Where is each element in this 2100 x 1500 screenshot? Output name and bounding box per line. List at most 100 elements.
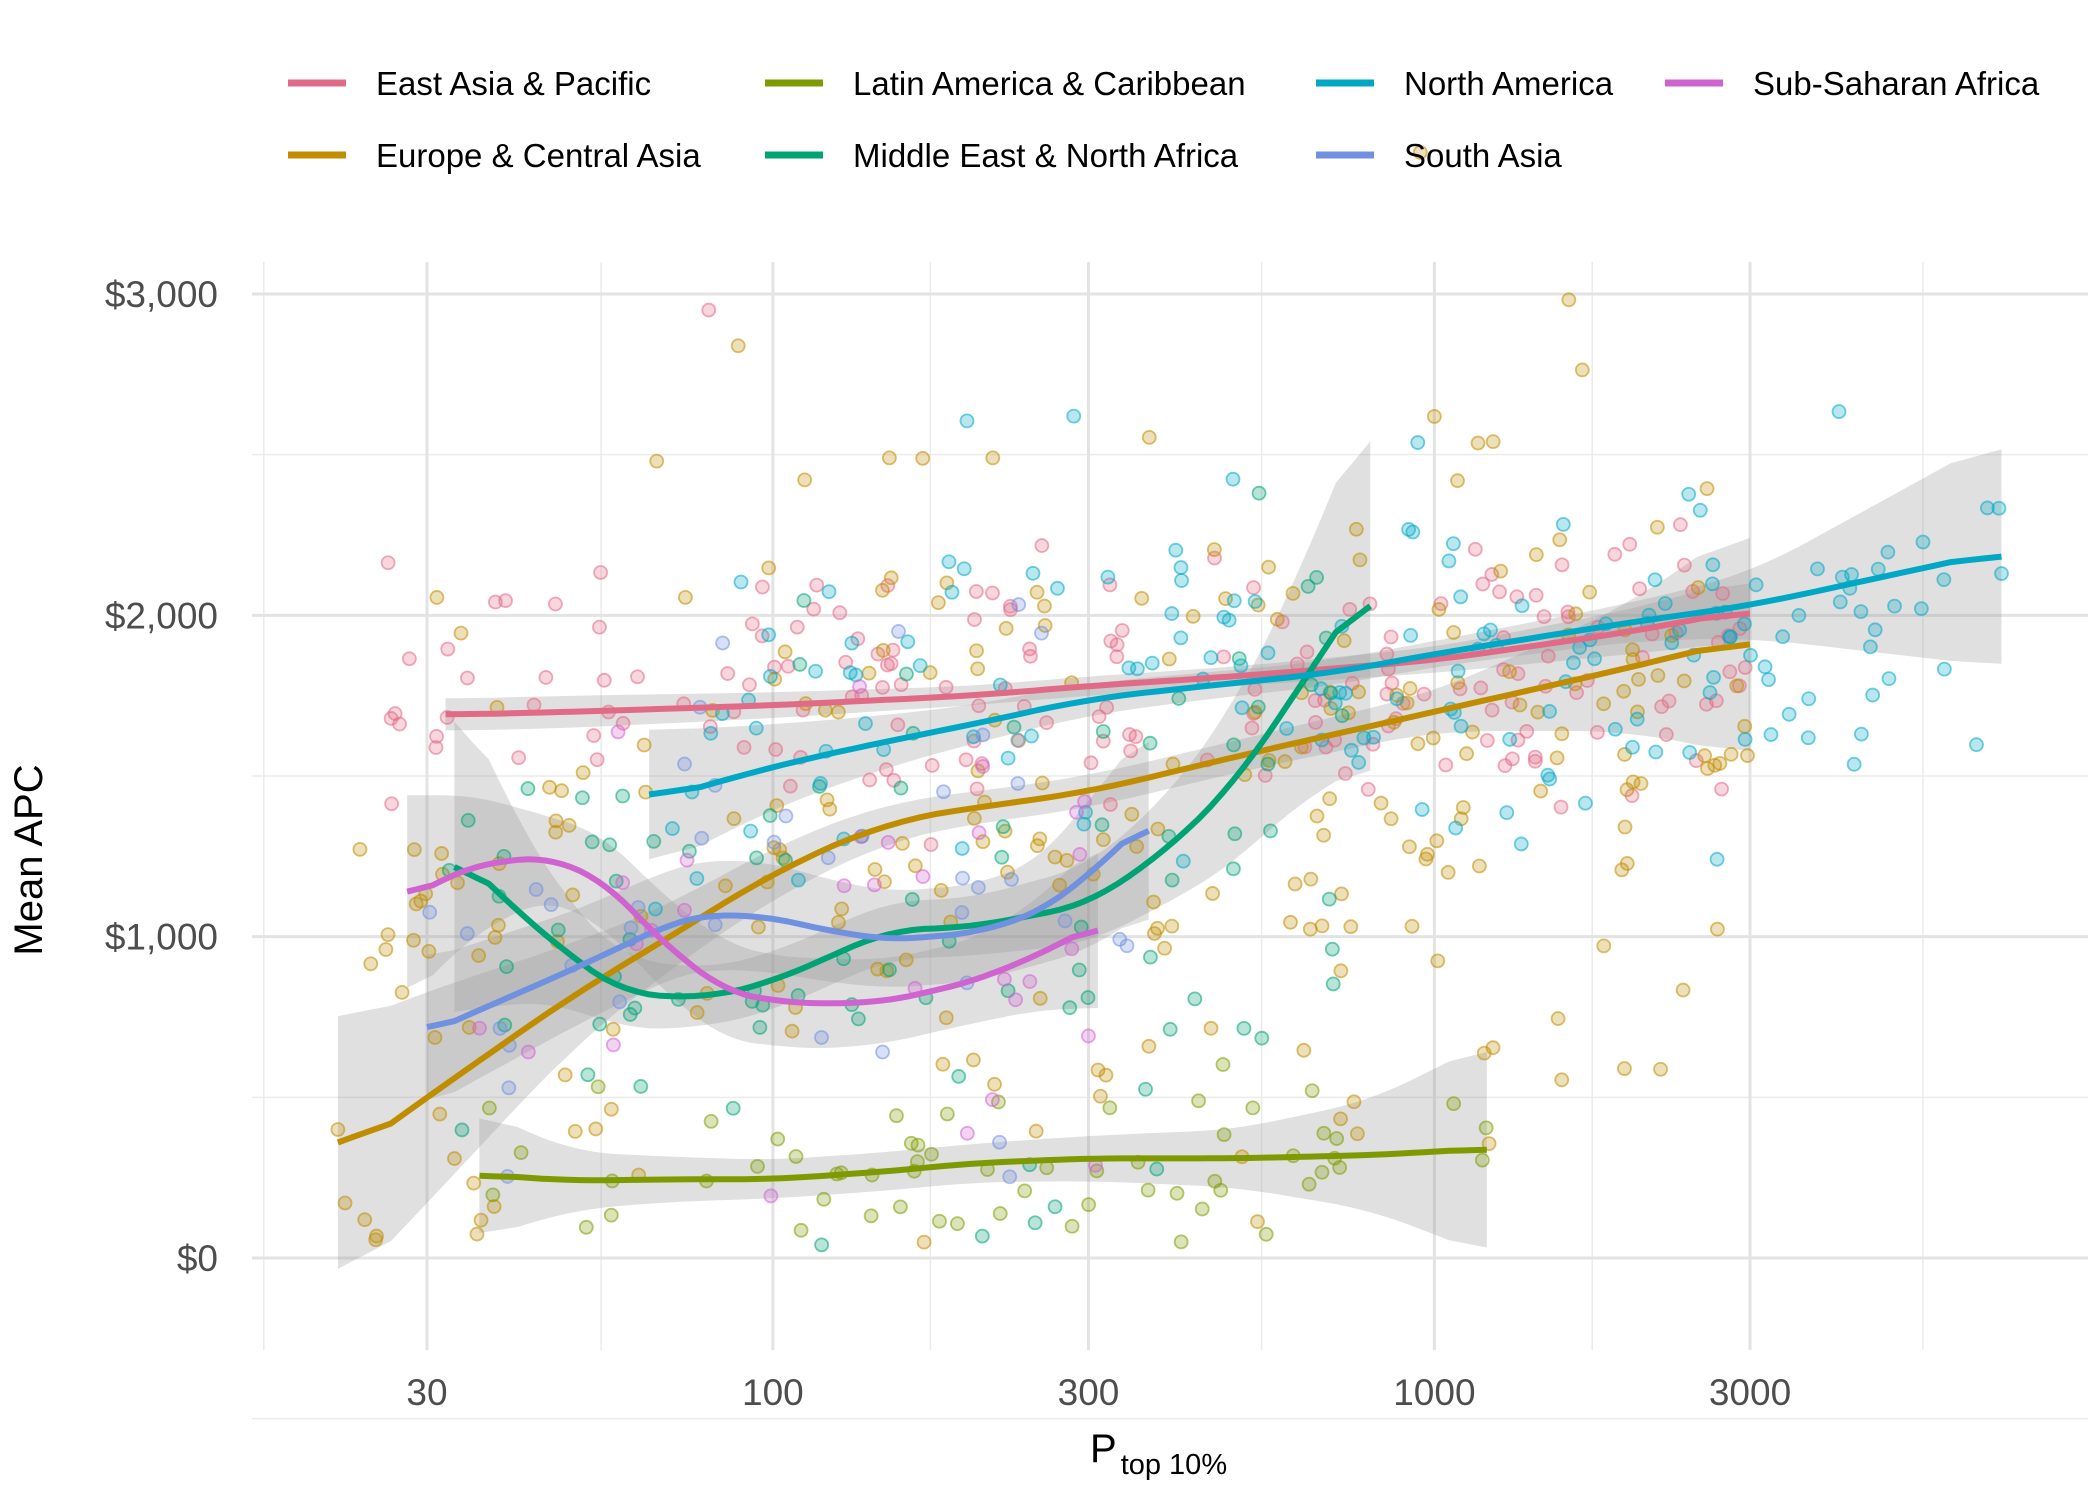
scatter-point (1081, 1028, 1096, 1044)
scatter-point (1010, 776, 1026, 791)
scatter-point (834, 901, 850, 917)
scatter-point (664, 821, 680, 836)
scatter-point (1625, 739, 1640, 755)
scatter-point (1034, 775, 1050, 791)
scatter-point (1322, 791, 1338, 807)
scatter-point (1761, 672, 1776, 687)
scatter-point (1185, 608, 1201, 624)
scatter-point (1528, 587, 1544, 603)
scatter-point (1429, 833, 1445, 849)
scatter-point (1714, 781, 1729, 797)
scatter-point (1215, 1057, 1231, 1072)
scatter-point (1173, 560, 1189, 575)
scatter-point (1329, 1131, 1345, 1146)
scatter-point (471, 948, 487, 963)
scatter-point (1979, 500, 1995, 516)
scatter-point (1465, 724, 1480, 740)
scatter-point (1723, 746, 1739, 762)
scatter-point (1028, 1123, 1044, 1139)
y-tick-label: $0 (177, 1238, 218, 1279)
scatter-point (1862, 639, 1878, 655)
scatter-point (1410, 435, 1426, 450)
scatter-point (1440, 865, 1456, 880)
scatter-point (1327, 695, 1343, 711)
scatter-point (565, 887, 581, 903)
scatter-point (1690, 580, 1706, 595)
scatter-point (954, 841, 970, 856)
scatter-point (1994, 566, 2009, 581)
scatter-point (1143, 949, 1158, 965)
scatter-point (1205, 886, 1220, 901)
scatter-point (1740, 748, 1755, 763)
scatter-point (1473, 680, 1489, 696)
scatter-point (748, 720, 764, 736)
scatter-point (1225, 471, 1241, 487)
scatter-point (922, 665, 938, 681)
scatter-point (939, 1106, 955, 1122)
scatter-point (766, 840, 782, 856)
scatter-point (1455, 800, 1471, 815)
scatter-point (352, 841, 368, 857)
scatter-point (969, 781, 985, 797)
scatter-point (958, 752, 974, 768)
scatter-point (1150, 821, 1166, 837)
scatter-point (1213, 1182, 1229, 1198)
scatter-point (1450, 675, 1466, 691)
scatter-point (1300, 579, 1316, 594)
scatter-point (1000, 864, 1015, 880)
scatter-point (1870, 561, 1886, 577)
scatter-point (1650, 668, 1666, 683)
trend-line (406, 856, 1099, 1007)
trend-line (648, 553, 2002, 798)
scatter-point (459, 926, 475, 941)
scatter-point (432, 1106, 448, 1122)
scatter-point (870, 961, 885, 977)
scatter-point (1064, 941, 1080, 957)
scatter-point (1094, 817, 1110, 833)
scatter-point (511, 750, 527, 766)
scatter-point (1095, 724, 1111, 739)
scatter-point (542, 779, 557, 795)
scatter-point (1008, 992, 1023, 1008)
scatter-point (1414, 802, 1430, 817)
confidence-band (454, 441, 1371, 1029)
scatter-point (486, 1199, 502, 1214)
scatter-point (1913, 601, 1929, 617)
scatter-point (1561, 292, 1577, 308)
scatter-point (770, 1131, 786, 1147)
scatter-point (1622, 536, 1638, 552)
scatter-point (1737, 732, 1753, 747)
scatter-point (633, 1079, 649, 1094)
legend-label: Middle East & North Africa (853, 137, 1239, 174)
scatter-point (1261, 559, 1277, 575)
y-axis-title: Mean APC (7, 764, 51, 955)
scatter-point (1037, 618, 1053, 633)
scatter-point (1459, 746, 1474, 762)
scatter-point (1474, 1152, 1490, 1168)
scatter-point (1801, 691, 1817, 707)
scatter-point (1653, 1061, 1668, 1077)
scatter-point (1161, 651, 1177, 667)
scatter-point (1373, 795, 1389, 811)
scatter-point (816, 1191, 832, 1207)
scatter-point (782, 778, 798, 794)
scatter-point (1476, 1045, 1492, 1061)
scatter-point (1095, 832, 1111, 848)
scatter-point (1619, 782, 1635, 798)
scatter-point (852, 679, 867, 694)
y-tick-label: $1,000 (105, 917, 218, 958)
scatter-point (1568, 606, 1584, 622)
scatter-point (1234, 700, 1250, 716)
scatter-point (1356, 730, 1372, 746)
scatter-point (1632, 581, 1648, 597)
x-tick-label: 1000 (1393, 1372, 1475, 1413)
scatter-point (459, 670, 475, 686)
scatter-point (602, 837, 618, 853)
scatter-point (725, 1100, 741, 1116)
scatter-point (898, 952, 914, 968)
scatter-point (1589, 724, 1605, 740)
legend-label: Sub-Saharan Africa (1753, 65, 2040, 102)
scatter-point (605, 1021, 621, 1037)
